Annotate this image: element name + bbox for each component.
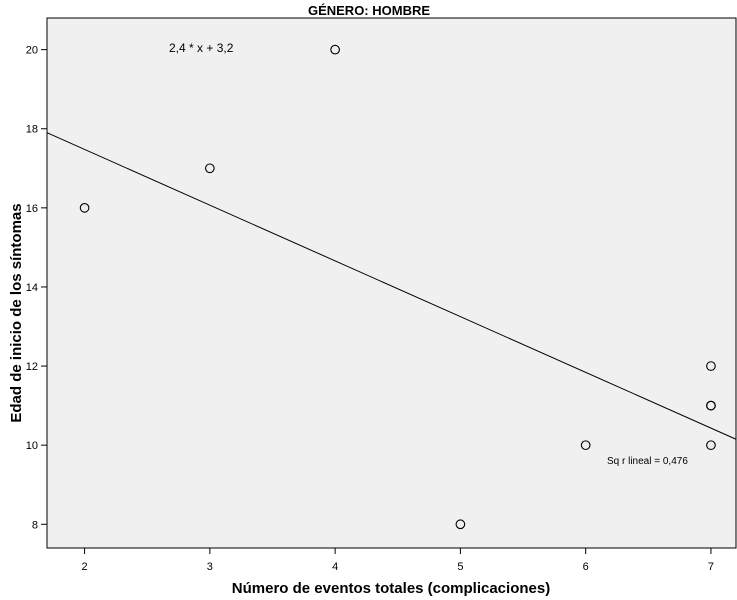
x-tick-label: 2 [82, 561, 88, 573]
plot-area [46, 17, 737, 549]
y-tick-label: 10 [26, 440, 38, 452]
y-tick-label: 8 [32, 519, 38, 531]
data-point [79, 203, 90, 213]
equation-annotation: 2,4 * x + 3,2 [169, 41, 234, 55]
y-tick-label: 14 [26, 282, 38, 294]
data-point [455, 519, 466, 530]
y-tick-label: 12 [26, 361, 38, 373]
y-tick-label: 18 [26, 124, 38, 136]
data-point [330, 44, 340, 55]
y-tick-label: 16 [26, 203, 38, 215]
chart-title: GÉNERO: HOMBRE [308, 3, 430, 18]
data-point [205, 163, 215, 174]
x-tick-label: 3 [207, 561, 213, 573]
data-point [706, 361, 716, 371]
r-squared-annotation: Sq r lineal = 0,476 [607, 456, 688, 467]
data-point [706, 440, 716, 451]
data-point [706, 400, 716, 411]
data-points [79, 44, 716, 530]
x-tick-label: 7 [708, 561, 714, 573]
x-tick-label: 6 [583, 561, 589, 573]
x-axis: 2 3 4 5 6 7 [82, 548, 714, 573]
data-point [580, 440, 591, 451]
x-axis-label: Número de eventos totales (complicacione… [232, 580, 550, 597]
x-tick-label: 4 [332, 561, 338, 573]
x-tick-label: 5 [457, 561, 463, 573]
y-axis-label: Edad de inicio de los síntomas [8, 203, 25, 422]
y-axis: 8 10 12 14 16 18 20 [26, 45, 47, 531]
regression-line [46, 132, 737, 440]
y-tick-label: 20 [26, 45, 38, 57]
